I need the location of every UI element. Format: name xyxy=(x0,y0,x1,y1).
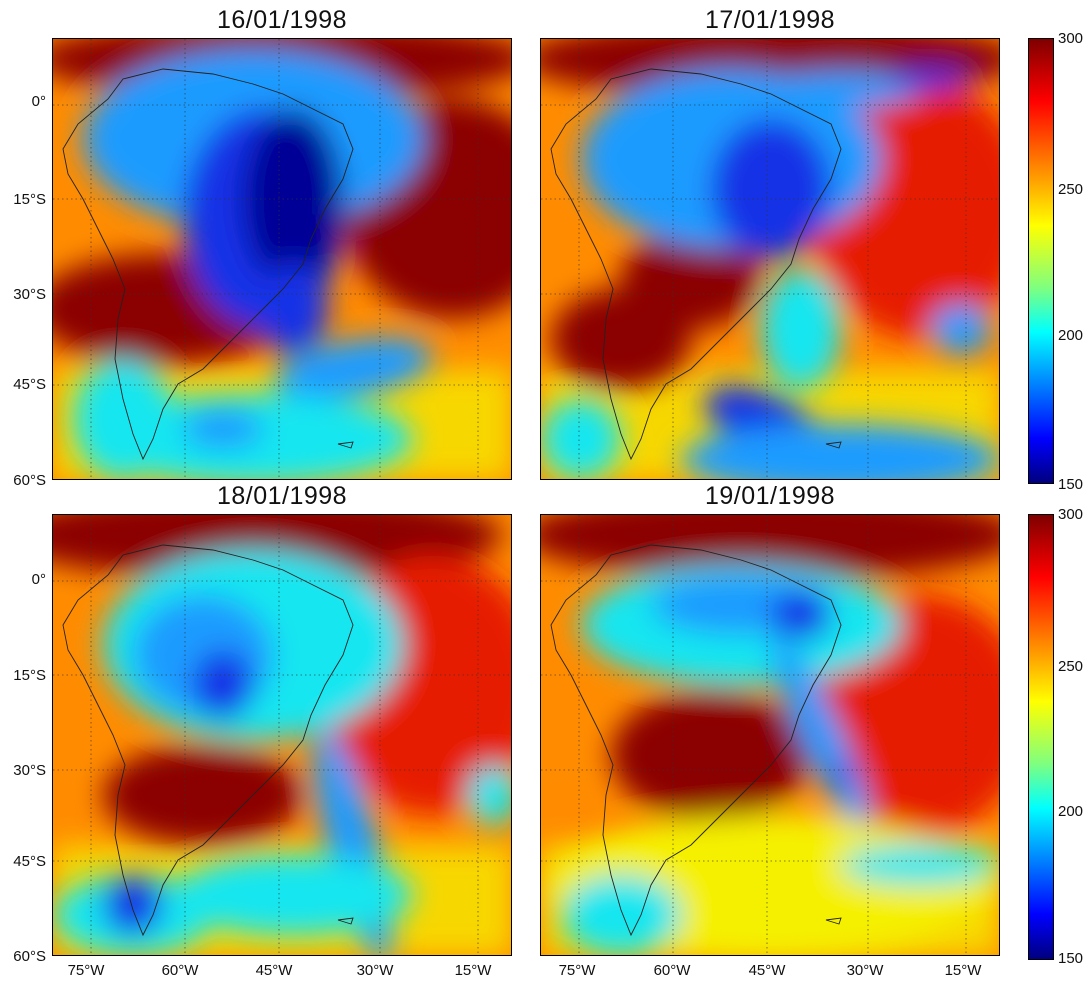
field-blob xyxy=(73,359,173,479)
field-blob xyxy=(541,515,999,580)
coastline-island xyxy=(337,441,354,449)
y-label-0: 0° xyxy=(31,93,46,110)
field-blob xyxy=(183,409,263,449)
x-label-75w-b: 75°W xyxy=(558,962,596,979)
field-blob xyxy=(611,690,811,820)
x-label-15w: 15°W xyxy=(454,962,492,979)
coastline xyxy=(550,544,842,937)
map-canvas xyxy=(53,39,511,479)
field-blob xyxy=(831,760,851,790)
map-canvas xyxy=(541,515,999,955)
panel-title-1: 16/01/1998 xyxy=(216,6,348,34)
field-blob xyxy=(53,515,503,580)
colorbar-top-tick-150: 150 xyxy=(1058,476,1084,493)
colorbar-top-tick-300: 300 xyxy=(1058,30,1084,47)
field-blob xyxy=(103,745,303,845)
coastline xyxy=(550,68,842,461)
x-label-60w: 60°W xyxy=(161,962,199,979)
y-label-15s-b: 15°S xyxy=(13,667,46,684)
map-panel-2 xyxy=(540,38,1000,480)
map-panel-1 xyxy=(52,38,512,480)
field-blob xyxy=(541,399,621,479)
map-canvas xyxy=(53,515,511,955)
field-blob xyxy=(468,765,511,825)
field-blob xyxy=(891,69,971,89)
x-label-30w-b: 30°W xyxy=(846,962,884,979)
colorbar-bottom-tick-150: 150 xyxy=(1058,950,1084,967)
field-blob xyxy=(761,71,921,107)
coastline-island xyxy=(825,441,842,449)
map-panel-3 xyxy=(52,514,512,956)
field-blob xyxy=(274,338,432,400)
y-label-30s: 30°S xyxy=(13,286,46,303)
field-blob xyxy=(551,289,691,389)
map-panel-4 xyxy=(540,514,1000,956)
y-label-45s-b: 45°S xyxy=(13,853,46,870)
colorbar-bottom-tick-250: 250 xyxy=(1058,658,1084,675)
colorbar-bottom xyxy=(1028,514,1054,960)
coastline-island xyxy=(825,917,842,925)
field-blob xyxy=(761,269,841,389)
y-label-45s: 45°S xyxy=(13,376,46,393)
x-label-30w: 30°W xyxy=(356,962,394,979)
field-blob xyxy=(193,650,253,720)
panel-title-2: 17/01/1998 xyxy=(704,6,836,34)
y-label-30s-b: 30°S xyxy=(13,762,46,779)
field-blob xyxy=(681,424,999,479)
y-label-15s: 15°S xyxy=(13,191,46,208)
map-canvas xyxy=(541,39,999,479)
field-blob xyxy=(258,264,328,354)
field-blob xyxy=(173,855,413,935)
field-blob xyxy=(771,590,831,640)
colorbar-top-tick-250: 250 xyxy=(1058,181,1084,198)
x-label-75w: 75°W xyxy=(67,962,105,979)
y-label-0-b: 0° xyxy=(31,571,46,588)
colorbar-bottom-tick-300: 300 xyxy=(1058,506,1084,523)
field-blob xyxy=(561,875,681,955)
field-blob xyxy=(931,304,991,354)
y-label-60s-b: 60°S xyxy=(13,948,46,965)
x-label-45w: 45°W xyxy=(255,962,293,979)
x-label-60w-b: 60°W xyxy=(653,962,691,979)
field-blob xyxy=(243,109,343,289)
y-label-60s: 60°S xyxy=(13,472,46,489)
coastline xyxy=(62,544,354,937)
coastline-island xyxy=(337,917,354,925)
field-blob xyxy=(711,119,831,259)
panel-title-3: 18/01/1998 xyxy=(216,482,348,510)
x-label-15w-b: 15°W xyxy=(944,962,982,979)
field-blob xyxy=(103,875,163,935)
panel-title-4: 19/01/1998 xyxy=(704,482,836,510)
x-label-45w-b: 45°W xyxy=(748,962,786,979)
field-blob xyxy=(841,845,999,885)
coastline xyxy=(62,68,354,461)
colorbar-bottom-tick-200: 200 xyxy=(1058,803,1084,820)
colorbar-top xyxy=(1028,38,1054,484)
colorbar-top-tick-200: 200 xyxy=(1058,327,1084,344)
